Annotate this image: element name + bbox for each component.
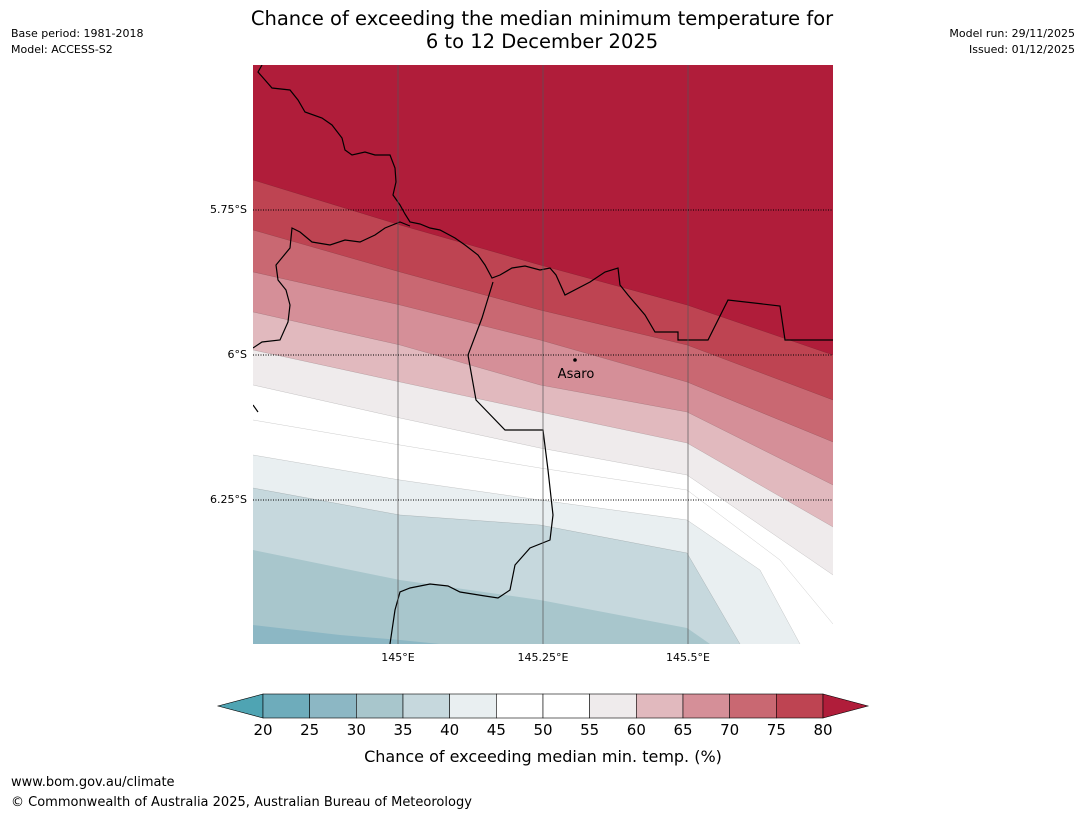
footer-copyright: © Commonwealth of Australia 2025, Austra… (11, 795, 472, 810)
lat-label-6: 6°S (228, 348, 247, 361)
colorbar-cell-45-50 (496, 693, 544, 719)
colorbar-cell-30-35 (356, 693, 404, 719)
model-run-text: Model run: 29/11/2025 (949, 27, 1075, 40)
issued-text: Issued: 01/12/2025 (968, 43, 1075, 56)
colorbar-cells (262, 693, 824, 719)
colorbar-tick-70: 70 (720, 721, 739, 739)
lat-label-5-75: 5.75°S (210, 203, 247, 216)
colorbar-tick-80: 80 (813, 721, 832, 739)
asaro-marker (573, 358, 577, 362)
colorbar-ticks: 20 25 30 35 40 45 50 55 60 65 70 75 80 (253, 721, 832, 739)
band-30-35 (253, 550, 710, 644)
footer-url: www.bom.gov.au/climate (11, 775, 175, 790)
title-line-1: Chance of exceeding the median minimum t… (250, 7, 834, 30)
band-edges (253, 179, 833, 644)
province-east (389, 281, 554, 644)
colorbar-cell-35-40 (402, 693, 450, 719)
colorbar-tick-30: 30 (347, 721, 366, 739)
title-line-2: 6 to 12 December 2025 (425, 30, 659, 53)
colorbar-tick-50: 50 (533, 721, 552, 739)
colorbar-cell-70-75 (729, 693, 777, 719)
run-info: Model run: 29/11/2025 Issued: 01/12/2025 (949, 26, 1075, 58)
colorbar-tick-45: 45 (487, 721, 506, 739)
colorbar-tick-40: 40 (440, 721, 459, 739)
colorbar-low-extension (216, 693, 264, 719)
colorbar-tick-75: 75 (767, 721, 786, 739)
colorbar-tick-60: 60 (627, 721, 646, 739)
colorbar-tick-35: 35 (393, 721, 412, 739)
coast-fragment (253, 404, 259, 413)
colorbar-cell-75-80 (776, 693, 824, 719)
border-west (253, 221, 411, 349)
border-lines (253, 65, 833, 644)
colorbar-cell-50-55 (542, 693, 590, 719)
colorbar-tick-55: 55 (580, 721, 599, 739)
colorbar-label: Chance of exceeding median min. temp. (%… (364, 747, 722, 766)
colorbar-tick-65: 65 (673, 721, 692, 739)
parallel-lines (253, 209, 833, 501)
lon-label-145-5: 145.5°E (666, 651, 710, 664)
colorbar-cell-20-25 (262, 693, 310, 719)
colorbar-tick-20: 20 (253, 721, 272, 739)
base-period-text: Base period: 1981-2018 (11, 27, 144, 40)
band-25-30 (253, 625, 440, 644)
base-info: Base period: 1981-2018 Model: ACCESS-S2 (11, 26, 143, 58)
lon-label-145: 145°E (381, 651, 414, 664)
colorbar: 20 25 30 35 40 45 50 55 60 65 70 75 80 Chance of exc… (216, 693, 870, 766)
colorbar-cell-25-30 (309, 693, 357, 719)
colorbar-cell-60-65 (636, 693, 684, 719)
lat-label-6-25: 6.25°S (210, 493, 247, 506)
colorbar-high-extension (822, 693, 870, 719)
border-north (257, 65, 833, 341)
lon-label-145-25: 145.25°E (518, 651, 569, 664)
chart-title: Chance of exceeding the median minimum t… (142, 7, 942, 53)
colorbar-cell-40-45 (449, 693, 497, 719)
asaro-label: Asaro (558, 367, 595, 382)
probability-field: Asaro (253, 65, 833, 644)
colorbar-tick-25: 25 (300, 721, 319, 739)
model-text: Model: ACCESS-S2 (11, 43, 113, 56)
colorbar-cell-55-60 (589, 693, 637, 719)
colorbar-cell-65-70 (682, 693, 730, 719)
